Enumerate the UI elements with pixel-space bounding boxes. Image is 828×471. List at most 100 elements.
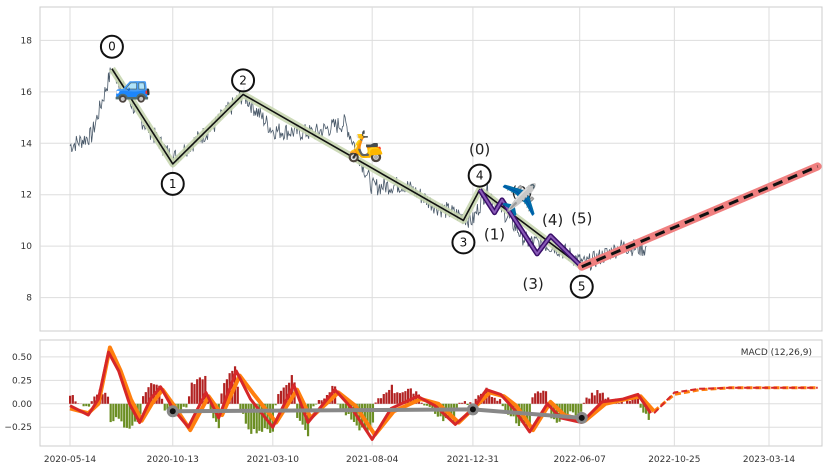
forecast-dashed-line bbox=[581, 165, 819, 269]
macd-histogram-bar bbox=[509, 403, 512, 417]
primary-wave-marker bbox=[231, 68, 256, 93]
macd-histogram-bar bbox=[393, 393, 396, 404]
macd-line bbox=[69, 350, 652, 441]
primary-wave-line bbox=[111, 68, 583, 268]
macd-histogram-bar bbox=[469, 402, 472, 404]
macd-histogram-bar bbox=[160, 398, 164, 404]
x-tick-label: 2021-03-10 bbox=[247, 455, 300, 465]
macd-histogram-bar bbox=[144, 392, 147, 404]
macd-histogram-bar bbox=[580, 403, 583, 412]
macd-histogram-bar bbox=[93, 396, 96, 404]
macd-histogram-bar bbox=[131, 403, 134, 426]
macd-histogram-bar bbox=[628, 401, 631, 404]
macd-histogram-bar bbox=[209, 403, 212, 412]
macd-histogram-bar bbox=[315, 403, 318, 405]
sub-wave-label: (0) bbox=[469, 141, 490, 159]
macd-histogram-bar bbox=[531, 397, 534, 404]
macd-histogram-bar bbox=[101, 394, 104, 404]
macd-histogram-bar bbox=[590, 392, 594, 404]
sub-wave-line bbox=[478, 189, 583, 268]
macd-histogram-bar bbox=[596, 390, 599, 404]
macd-histogram-bar bbox=[179, 403, 183, 413]
macd-histogram-bar bbox=[601, 392, 604, 404]
macd-histogram-bar bbox=[123, 403, 126, 428]
x-tick-label: 2020-05-14 bbox=[44, 455, 97, 465]
macd-histogram-bar bbox=[461, 402, 464, 404]
macd-histogram-bar bbox=[398, 393, 402, 404]
primary-wave-marker bbox=[99, 34, 124, 59]
price-panel bbox=[39, 6, 823, 332]
macd-histogram-bar bbox=[201, 379, 204, 404]
macd-histogram-bar bbox=[431, 403, 434, 410]
macd-wave-point-center bbox=[578, 414, 585, 421]
primary-wave-label: 4 bbox=[476, 169, 484, 183]
macd-histogram-bar bbox=[114, 403, 118, 418]
macd-histogram-bar bbox=[204, 375, 207, 404]
macd-histogram-bar bbox=[374, 402, 377, 404]
macd-histogram-bar bbox=[244, 403, 247, 424]
macd-histogram-bar bbox=[582, 402, 585, 404]
macd-histogram-bar bbox=[377, 398, 380, 404]
macd-wave-points bbox=[166, 403, 588, 424]
macd-histogram-bar bbox=[423, 403, 426, 406]
macd-histogram-bar bbox=[571, 403, 575, 413]
macd-histogram-bar bbox=[636, 395, 640, 404]
macd-histogram-bar bbox=[309, 403, 312, 410]
macd-histogram-bar bbox=[363, 403, 366, 428]
car-emoji: 🚙 bbox=[114, 70, 151, 105]
primary-wave-label: 1 bbox=[169, 177, 177, 191]
x-tick-label: 2021-08-04 bbox=[346, 455, 399, 465]
macd-histogram-bar bbox=[277, 394, 280, 404]
macd-histogram-bar bbox=[117, 403, 120, 419]
macd-histogram-bar bbox=[593, 395, 596, 404]
macd-histogram-bar bbox=[550, 403, 553, 419]
sub-wave-label: (2) bbox=[511, 183, 532, 201]
primary-wave-marker bbox=[160, 171, 185, 196]
macd-histogram-bar bbox=[493, 397, 496, 404]
price-y-tick-label: 18 bbox=[21, 36, 33, 46]
x-tick-label: 2022-06-07 bbox=[554, 455, 606, 465]
macd-histogram-bar bbox=[104, 392, 107, 404]
macd-histogram-bar bbox=[317, 400, 320, 404]
macd-histogram-bar bbox=[279, 390, 283, 404]
macd-histogram-bar bbox=[544, 391, 548, 404]
macd-histogram-bar bbox=[125, 403, 128, 428]
primary-wave-label: 0 bbox=[108, 40, 116, 54]
macd-histogram-bar bbox=[185, 403, 188, 408]
macd-histogram-bar bbox=[301, 403, 304, 425]
x-tick-label: 2021-12-31 bbox=[447, 455, 499, 465]
macd-histogram-bar bbox=[90, 401, 93, 404]
macd-histogram-bar bbox=[452, 403, 456, 422]
macd-histogram-bar bbox=[182, 403, 185, 407]
price-y-tick-label: 16 bbox=[21, 88, 33, 98]
macd-histogram-bar bbox=[109, 403, 112, 423]
macd-y-tick-label: 0.50 bbox=[12, 353, 32, 363]
macd-histogram-bar bbox=[312, 403, 315, 407]
macd-histogram-bar bbox=[223, 383, 226, 404]
macd-histogram-bar bbox=[458, 402, 461, 404]
macd-histogram-bar bbox=[260, 403, 264, 432]
macd-histogram-bar bbox=[320, 400, 323, 404]
macd-histogram-bar bbox=[236, 386, 239, 404]
macd-histogram-bar bbox=[196, 379, 199, 404]
macd-histogram-bar bbox=[239, 403, 242, 410]
primary-wave-marker bbox=[467, 163, 492, 188]
macd-histogram-bar bbox=[379, 398, 383, 404]
macd-histogram-bar bbox=[285, 385, 288, 404]
macd-histogram-bar bbox=[371, 403, 375, 423]
macd-histogram-bar bbox=[561, 403, 564, 417]
macd-histogram-bar bbox=[336, 403, 339, 405]
x-tick-label: 2020-10-13 bbox=[147, 455, 199, 465]
macd-histogram-bar bbox=[128, 403, 131, 429]
macd-histogram-bar bbox=[639, 403, 642, 408]
airplane-emoji: ✈️ bbox=[501, 181, 538, 218]
macd-histogram-bar bbox=[466, 403, 469, 406]
primary-wave-marker bbox=[451, 230, 476, 255]
macd-histogram-bar bbox=[574, 403, 577, 416]
macd-histogram-bar bbox=[366, 403, 369, 432]
macd-gridlines bbox=[40, 340, 822, 446]
macd-histogram-bar bbox=[463, 401, 466, 404]
macd-histogram-bar bbox=[498, 399, 502, 404]
macd-histogram-bar bbox=[588, 398, 591, 404]
macd-histogram-bar bbox=[598, 393, 602, 404]
